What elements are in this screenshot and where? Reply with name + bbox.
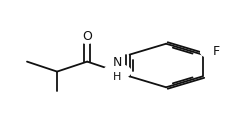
Circle shape [75, 31, 99, 43]
Text: F: F [213, 45, 220, 58]
Circle shape [201, 47, 220, 57]
Text: H: H [113, 72, 121, 82]
Text: O: O [82, 31, 92, 43]
Text: N: N [113, 56, 122, 69]
Circle shape [103, 64, 131, 79]
